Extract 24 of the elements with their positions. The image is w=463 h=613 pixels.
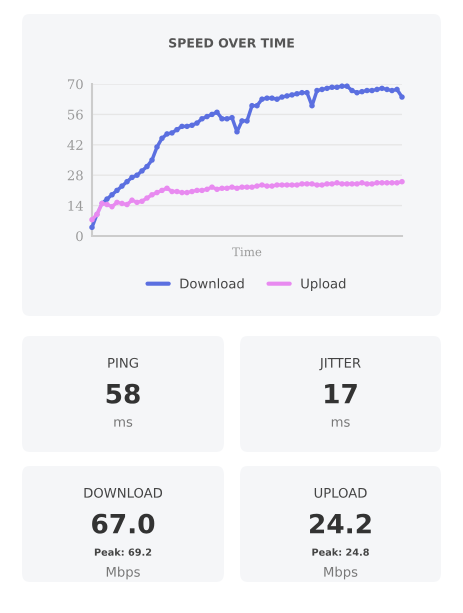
text: ms: [114, 419, 132, 427]
y-tick-label: 70: [68, 79, 83, 90]
text: DOWNLOAD: [84, 488, 162, 498]
text: 17: [325, 384, 357, 404]
legend-label: Download: [180, 278, 244, 288]
text: 58: [106, 384, 140, 404]
text: Mbps: [106, 566, 140, 580]
text: UPLOAD: [314, 488, 367, 498]
text: Peak: 69.2: [94, 548, 152, 556]
text: Mbps: [324, 566, 358, 580]
text: ms: [332, 419, 350, 427]
text: JITTER: [319, 358, 361, 370]
y-tick-label: 14: [68, 200, 84, 211]
text: PING: [108, 358, 138, 368]
chart-title: SPEED OVER TIME: [169, 38, 294, 48]
y-tick-label: 0: [76, 231, 83, 242]
y-tick-label: 28: [68, 170, 83, 180]
text: 24.2: [310, 514, 371, 534]
text: Peak: 24.8: [312, 548, 369, 556]
text: 67.0: [92, 514, 154, 534]
legend-label: Upload: [301, 278, 346, 292]
y-tick-label: 56: [68, 110, 83, 120]
x-axis-title: Time: [232, 247, 262, 256]
y-tick-label: 42: [67, 140, 82, 150]
